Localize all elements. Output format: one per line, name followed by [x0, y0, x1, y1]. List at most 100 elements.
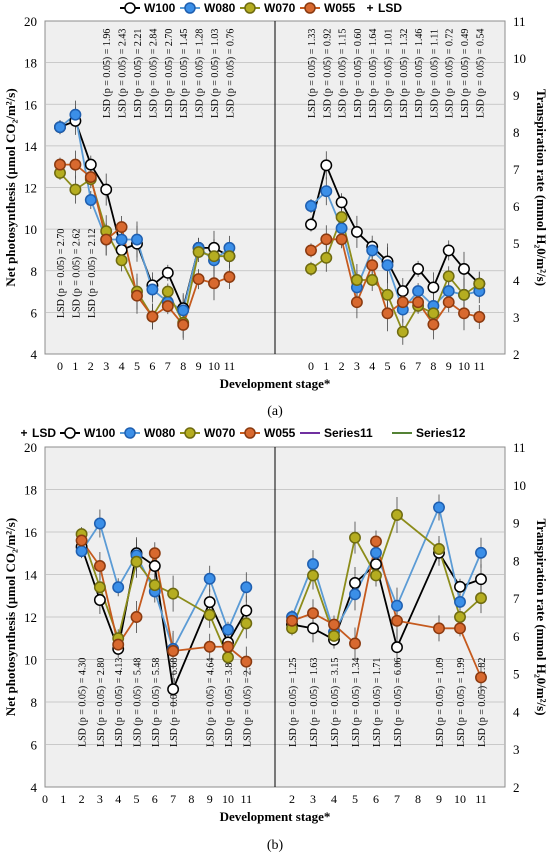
data-point-w055-right	[366, 259, 379, 272]
xtick-left-b-0: 0	[42, 792, 48, 806]
data-point-w080-left	[112, 581, 125, 594]
xtick-right-a-3: 3	[354, 359, 360, 373]
data-point-w070-right	[454, 611, 466, 623]
data-point-w055-right	[391, 614, 403, 627]
data-point-w080-right	[366, 244, 379, 257]
xtick-right-a-4: 4	[369, 359, 375, 373]
data-point-w055-left	[75, 534, 88, 547]
data-point-w100-right	[454, 580, 466, 593]
xtick-right-b-5: 5	[352, 792, 358, 806]
data-point-w055-right	[381, 307, 394, 320]
data-point-w080-left	[222, 623, 234, 636]
data-point-w100-left	[115, 243, 128, 256]
data-point-w100-right	[458, 262, 470, 275]
lsd-label-right-a: LSD (p = 0.05) = 1.64	[368, 29, 379, 118]
data-point-w080-right	[335, 222, 348, 235]
xtick-right-b-3: 3	[310, 792, 316, 806]
lsd-label-right-a: LSD (p = 0.05) = 0.72	[445, 29, 456, 118]
data-point-w055-right	[427, 318, 440, 331]
legend-label-lsd: LSD	[32, 426, 56, 440]
data-point-w080-right	[412, 285, 425, 298]
data-point-w100-left	[148, 560, 161, 572]
xtick-left-b-4: 4	[115, 792, 121, 806]
lsd-label-right-a: LSD (p = 0.05) = 0.49	[460, 29, 471, 118]
lsd-label-right-b: LSD (p = 0.05) = 1.09	[435, 658, 446, 747]
ytick-right-b-6: 6	[513, 629, 520, 644]
data-point-w055-right	[305, 244, 317, 257]
ytick-left-a-20: 20	[24, 14, 37, 29]
legend-item-lsd: + LSD	[20, 426, 56, 440]
data-point-w055-left	[146, 310, 159, 323]
data-point-w055-right	[396, 296, 409, 309]
xtick-left-a-11: 11	[224, 359, 236, 373]
ytick-right-a-3: 3	[513, 310, 520, 325]
data-point-w055-right	[473, 311, 486, 323]
legend-item-series11: Series11	[300, 426, 373, 440]
lsd-label-right-a: LSD (p = 0.05) = 1.32	[399, 29, 410, 118]
lsd-label-right-b: LSD (p = 0.05) = 1.99	[456, 658, 467, 747]
data-point-w070-left	[222, 651, 234, 664]
data-point-w100-right	[442, 244, 455, 257]
data-point-w070-left	[115, 254, 128, 267]
legend-label-w070: W070	[204, 426, 236, 440]
data-point-w070-right	[473, 277, 486, 290]
data-point-w055-left	[177, 318, 190, 331]
xtick-left-b-8: 8	[188, 792, 194, 806]
data-point-w055-left	[223, 271, 236, 283]
legend-marker-lsd: +	[366, 1, 373, 15]
data-point-w055-left	[130, 611, 143, 623]
ytick-left-b-6: 6	[31, 738, 38, 753]
lsd-label-left-b: LSD (p = 0.05) = 2.80	[96, 658, 107, 747]
xtick-right-a-2: 2	[339, 359, 345, 373]
data-point-w070-right	[366, 274, 379, 286]
data-point-w070-right	[427, 307, 440, 320]
data-point-w100-right	[475, 573, 487, 586]
y-axis-left-label-a: Net photosynthesis (µmol CO₂/m²/s)	[3, 88, 18, 286]
xtick-left-b-1: 1	[60, 792, 66, 806]
legend-item-w070: W070	[240, 1, 296, 15]
xtick-right-a-10: 10	[458, 359, 470, 373]
data-point-w070-right	[305, 262, 317, 275]
legend-label-w100: W100	[144, 1, 176, 15]
xtick-right-b-10: 10	[454, 792, 466, 806]
legend-marker-w055	[244, 427, 256, 439]
ytick-left-a-6: 6	[31, 305, 38, 320]
data-point-w100-right	[391, 641, 403, 654]
lsd-label-left-b: LSD (p = 0.05) = 4.13	[114, 658, 125, 747]
data-point-w080-left	[54, 121, 66, 134]
xtick-right-a-5: 5	[385, 359, 391, 373]
legend-label-w055: W055	[324, 1, 356, 15]
data-point-w100-left	[84, 158, 97, 171]
data-point-w080-right	[370, 546, 382, 559]
legend-item-w100: W100	[120, 1, 176, 15]
data-point-w080-right	[307, 558, 319, 571]
data-point-w080-right	[475, 546, 487, 559]
lsd-label-right-a: LSD (p = 0.05) = 1.11	[429, 29, 440, 118]
ytick-right-a-4: 4	[513, 273, 520, 288]
data-point-w055-right	[286, 614, 298, 627]
xtick-left-a-8: 8	[180, 359, 186, 373]
lsd-label-left-b: LSD (p = 0.05) = 5.58	[151, 658, 162, 747]
legend-label-w080: W080	[144, 426, 176, 440]
chart-panel-a: W100 W080 W070 W055 + LSD46810121416182023456…	[3, 1, 549, 391]
data-point-w055-left	[54, 158, 66, 171]
lsd-label-left-a: LSD (p = 0.05) = 2.21	[133, 29, 144, 118]
lsd-label-left-a: LSD (p = 0.05) = 2.70	[56, 229, 67, 318]
data-point-w055-left	[84, 171, 97, 184]
xtick-left-b-10: 10	[222, 792, 234, 806]
xtick-right-a-7: 7	[415, 359, 421, 373]
ytick-right-b-10: 10	[513, 478, 526, 493]
lsd-label-left-b: LSD (p = 0.05) = 6.68	[169, 658, 180, 747]
data-point-w080-left	[131, 233, 143, 246]
xtick-left-b-6: 6	[152, 792, 158, 806]
ytick-right-b-8: 8	[513, 553, 520, 568]
data-point-w070-right	[350, 274, 363, 286]
data-point-w055-left	[131, 289, 143, 302]
data-point-w055-left	[203, 640, 216, 653]
xtick-right-a-0: 0	[308, 359, 314, 373]
lsd-label-left-b: LSD (p = 0.05) = 2.62	[242, 658, 253, 747]
data-point-w055-right	[412, 296, 425, 309]
data-point-w080-left	[177, 304, 190, 317]
lsd-label-right-b: LSD (p = 0.05) = 1.82	[477, 658, 488, 747]
ytick-left-a-16: 16	[24, 97, 38, 112]
